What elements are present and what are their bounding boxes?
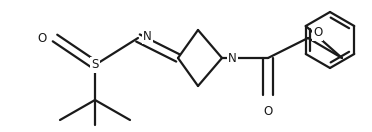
Text: O: O — [38, 32, 47, 44]
Text: O: O — [263, 105, 273, 118]
Text: S: S — [91, 58, 99, 72]
Text: N: N — [228, 51, 237, 65]
Text: O: O — [313, 27, 322, 39]
Text: N: N — [143, 29, 152, 43]
